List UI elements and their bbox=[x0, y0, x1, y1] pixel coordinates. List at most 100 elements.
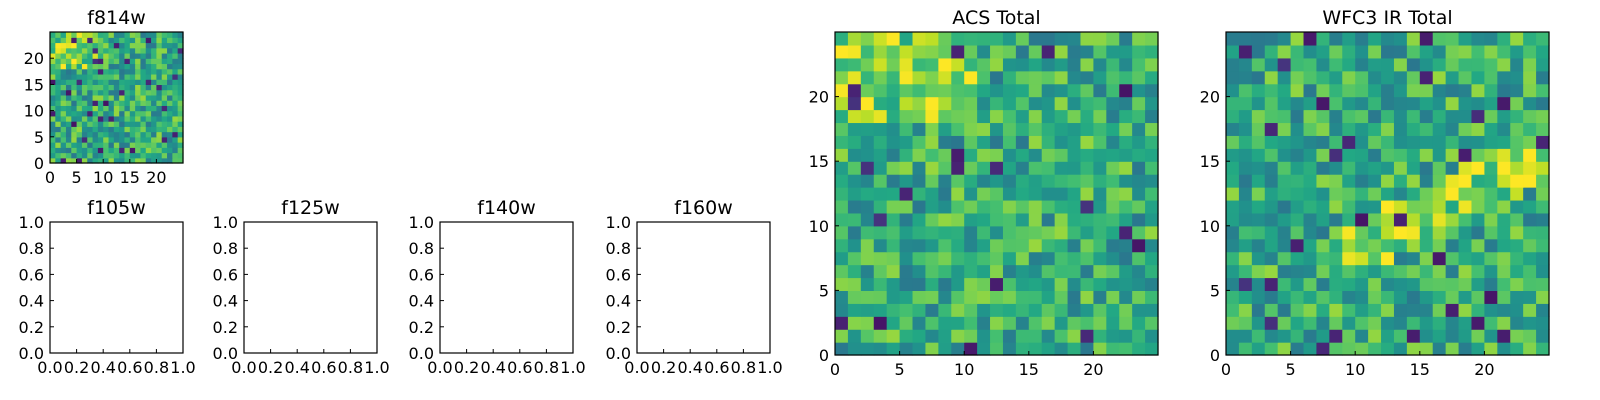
y-tick-label: 0 bbox=[34, 154, 44, 173]
heatmap-cell bbox=[108, 73, 115, 80]
heatmap-cell bbox=[50, 152, 56, 159]
heatmap-cell bbox=[1329, 303, 1343, 317]
heatmap-cell bbox=[1432, 148, 1447, 162]
x-tick-label: 10 bbox=[93, 168, 113, 187]
x-tick-label: 1.0 bbox=[170, 358, 195, 377]
heatmap-cell bbox=[1381, 32, 1395, 46]
heatmap-cell bbox=[1432, 329, 1447, 343]
heatmap-cell bbox=[1445, 109, 1460, 124]
heatmap-cell bbox=[113, 63, 120, 70]
heatmap-cell bbox=[1106, 122, 1120, 136]
heatmap-cell bbox=[1458, 225, 1473, 240]
heatmap-cell bbox=[108, 105, 115, 112]
y-tick-label: 0.2 bbox=[213, 318, 238, 337]
heatmap-cell bbox=[964, 161, 978, 175]
heatmap-cell bbox=[55, 79, 62, 85]
heatmap-cell bbox=[55, 142, 62, 148]
heatmap-cell bbox=[1368, 238, 1382, 253]
heatmap-cell bbox=[119, 115, 126, 122]
heatmap-cell bbox=[135, 131, 142, 138]
heatmap-cell bbox=[1381, 57, 1395, 72]
heatmap-cell bbox=[1510, 83, 1524, 98]
heatmap-cell bbox=[1251, 96, 1266, 111]
heatmap-cell bbox=[103, 115, 110, 122]
heatmap-cell bbox=[1458, 316, 1473, 330]
heatmap-cell bbox=[1393, 174, 1408, 188]
heatmap-cell bbox=[1368, 44, 1382, 59]
heatmap-cell bbox=[113, 68, 120, 75]
heatmap-cell bbox=[1119, 212, 1133, 227]
heatmap-cell bbox=[1277, 122, 1292, 136]
heatmap-cell bbox=[76, 32, 83, 38]
heatmap-cell bbox=[135, 136, 142, 143]
heatmap-cell bbox=[65, 42, 72, 49]
heatmap-cell bbox=[964, 122, 978, 136]
heatmap-cell bbox=[1080, 70, 1094, 85]
heatmap-cell bbox=[161, 94, 168, 101]
heatmap-cell bbox=[1355, 148, 1369, 162]
heatmap-cell bbox=[1484, 199, 1498, 214]
heatmap-cell bbox=[1471, 161, 1485, 175]
heatmap-cell bbox=[951, 70, 965, 85]
heatmap-cell bbox=[87, 110, 94, 117]
heatmap-cell bbox=[97, 32, 104, 38]
heatmap-cell bbox=[1355, 342, 1369, 356]
heatmap-cell bbox=[1002, 70, 1017, 85]
heatmap-cell bbox=[1290, 161, 1305, 175]
heatmap-cell bbox=[1041, 277, 1056, 291]
heatmap-cell bbox=[76, 131, 83, 138]
heatmap-cell bbox=[1406, 277, 1421, 291]
heatmap-cell bbox=[1054, 57, 1069, 72]
heatmap-cell bbox=[1132, 44, 1146, 59]
heatmap-cell bbox=[55, 94, 62, 101]
heatmap-cell bbox=[1536, 122, 1550, 136]
heatmap-cell bbox=[847, 70, 862, 85]
heatmap-cell bbox=[177, 63, 184, 70]
heatmap-cell bbox=[964, 70, 978, 85]
heatmap-cell bbox=[1226, 290, 1240, 304]
heatmap-cell bbox=[1445, 212, 1460, 227]
heatmap-cell bbox=[1041, 212, 1056, 227]
heatmap-cell bbox=[1303, 277, 1318, 291]
heatmap-cell bbox=[1226, 238, 1240, 253]
heatmap-cell bbox=[1471, 32, 1485, 46]
heatmap-cell bbox=[1002, 174, 1017, 188]
heatmap-cell bbox=[113, 126, 120, 133]
heatmap-cell bbox=[71, 94, 78, 101]
heatmap-cell bbox=[1264, 238, 1279, 253]
heatmap-cell bbox=[156, 52, 163, 59]
heatmap-cell bbox=[1406, 303, 1421, 317]
heatmap-cell bbox=[124, 47, 131, 54]
heatmap-cell bbox=[1015, 329, 1030, 343]
heatmap-cell bbox=[1015, 303, 1030, 317]
heatmap-cell bbox=[145, 136, 152, 143]
heatmap-cell bbox=[1251, 148, 1266, 162]
y-tick-label: 5 bbox=[819, 281, 829, 300]
heatmap-cell bbox=[1041, 122, 1056, 136]
heatmap-cell bbox=[912, 264, 927, 279]
heatmap-cell bbox=[1406, 238, 1421, 253]
heatmap-cell bbox=[1132, 187, 1146, 201]
heatmap-cell bbox=[167, 136, 173, 143]
heatmap-cell bbox=[76, 115, 83, 122]
heatmap-cell bbox=[119, 100, 126, 106]
heatmap-cell bbox=[1226, 96, 1240, 111]
heatmap-cell bbox=[964, 199, 978, 214]
heatmap-cell bbox=[1445, 225, 1460, 240]
heatmap-cell bbox=[1445, 342, 1460, 356]
heatmap-cell bbox=[1028, 57, 1043, 72]
heatmap-cell bbox=[977, 32, 991, 46]
heatmap-cell bbox=[161, 42, 168, 49]
heatmap-cell bbox=[1432, 187, 1447, 201]
heatmap-cell bbox=[97, 52, 104, 59]
heatmap-cell bbox=[860, 57, 875, 72]
heatmap-cell bbox=[1041, 342, 1056, 356]
heatmap-cell bbox=[835, 316, 849, 330]
heatmap-cell bbox=[50, 68, 56, 75]
heatmap-cell bbox=[951, 212, 965, 227]
heatmap-cell bbox=[1497, 70, 1511, 85]
heatmap-cell bbox=[108, 142, 115, 148]
heatmap-cell bbox=[71, 147, 78, 154]
heatmap-cell bbox=[1080, 161, 1094, 175]
